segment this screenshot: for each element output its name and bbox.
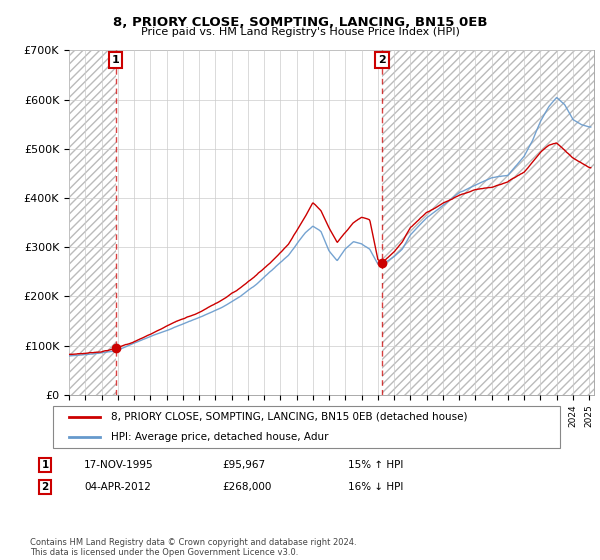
Bar: [382, 50, 594, 395]
Text: 2: 2: [378, 55, 386, 66]
Text: HPI: Average price, detached house, Adur: HPI: Average price, detached house, Adur: [110, 432, 328, 442]
Bar: [69, 50, 116, 395]
Text: 8, PRIORY CLOSE, SOMPTING, LANCING, BN15 0EB: 8, PRIORY CLOSE, SOMPTING, LANCING, BN15…: [113, 16, 487, 29]
Text: 1: 1: [41, 460, 49, 470]
Text: 15% ↑ HPI: 15% ↑ HPI: [348, 460, 403, 470]
Text: 04-APR-2012: 04-APR-2012: [84, 482, 151, 492]
Text: 17-NOV-1995: 17-NOV-1995: [84, 460, 154, 470]
Bar: [69, 50, 116, 395]
Text: £95,967: £95,967: [222, 460, 265, 470]
Text: £268,000: £268,000: [222, 482, 271, 492]
Text: Contains HM Land Registry data © Crown copyright and database right 2024.
This d: Contains HM Land Registry data © Crown c…: [30, 538, 356, 557]
FancyBboxPatch shape: [53, 405, 560, 449]
Text: 16% ↓ HPI: 16% ↓ HPI: [348, 482, 403, 492]
Text: 1: 1: [112, 55, 119, 66]
Text: 8, PRIORY CLOSE, SOMPTING, LANCING, BN15 0EB (detached house): 8, PRIORY CLOSE, SOMPTING, LANCING, BN15…: [110, 412, 467, 422]
Bar: [382, 50, 594, 395]
Text: Price paid vs. HM Land Registry's House Price Index (HPI): Price paid vs. HM Land Registry's House …: [140, 27, 460, 37]
Text: 2: 2: [41, 482, 49, 492]
